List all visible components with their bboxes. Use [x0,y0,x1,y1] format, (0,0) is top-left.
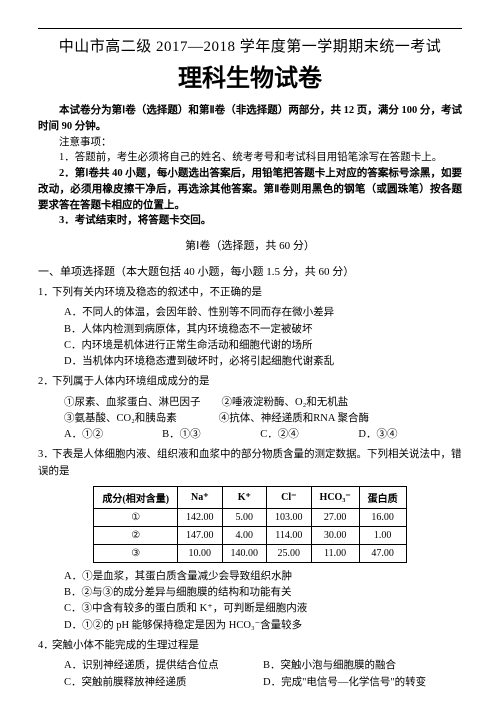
td: 5.00 [222,508,267,526]
notice-3: 3．考试结束时，将答题卡交回。 [38,213,462,229]
th-1: Na⁺ [178,486,223,508]
td: 142.00 [178,508,223,526]
q4-number: 4． [38,638,52,654]
q3-stem: 下表是人体细胞内液、组织液和血浆中的部分物质含量的测定数据。下列相关说法中，错误… [38,449,462,476]
q3-table: 成分(相对含量) Na⁺ K⁺ Cl⁻ HCO₃⁻ 蛋白质 ① 142.00 5… [93,486,406,563]
th-5: 蛋白质 [359,486,406,508]
td: 114.00 [267,526,312,544]
td: 147.00 [178,526,223,544]
td: 11.00 [311,544,359,562]
q1-stem: 下列有关内环境及稳态的叙述中，不正确的是 [52,287,262,298]
top-rule [38,28,462,29]
q3-opt-a: A．①是血浆，其蛋白质含量减少会导致组织水肿 [38,569,462,585]
table-header-row: 成分(相对含量) Na⁺ K⁺ Cl⁻ HCO₃⁻ 蛋白质 [94,486,406,508]
intro-paragraph: 本试卷分为第Ⅰ卷（选择题）和第Ⅱ卷（非选择题）两部分，共 12 页，满分 100… [38,103,462,135]
td: 10.00 [178,544,223,562]
q3-opt-b: B．②与③的成分差异与细胞膜的结构和功能有关 [38,585,462,601]
q4-options: A．识别神经递质，提供结合位点 B．突触小泡与细胞膜的融合 C．突触前膜释放神经… [38,658,462,691]
th-2: K⁺ [222,486,267,508]
q1-number: 1． [38,285,52,301]
q4-opt-c: C．突触前膜释放神经递质 [64,675,263,691]
table-row: ② 147.00 4.00 114.00 30.00 1.00 [94,526,406,544]
q2-stem: 下列属于人体内环境组成成分的是 [52,376,210,387]
q4-opt-a: A．识别神经递质，提供结合位点 [64,658,263,674]
table-row: ③ 10.00 140.00 25.00 11.00 47.00 [94,544,406,562]
q1-opt-c: C．内环境是机体进行正常生命活动和细胞代谢的场所 [38,338,462,354]
td: 103.00 [267,508,312,526]
th-3: Cl⁻ [267,486,312,508]
q3-opt-c: C．③中含有较多的蛋白质和 K⁺，可判断是细胞内液 [38,601,462,617]
q4-opt-b: B．突触小泡与细胞膜的融合 [263,658,462,674]
q3-opt-d: D．①②的 pH 能够保持稳定是因为 HCO₃⁻含量较多 [38,618,462,634]
td: 140.00 [222,544,267,562]
section-1-title: 第Ⅰ卷（选择题，共 60 分） [38,237,462,253]
td: ② [94,526,178,544]
td: ③ [94,544,178,562]
q2-opt-c: C．②④ [260,427,356,443]
q2-opt-b: B．①③ [162,427,258,443]
q2-opt-a: A．①② [64,427,160,443]
td: 27.00 [311,508,359,526]
question-3: 3．下表是人体细胞内液、组织液和血浆中的部分物质含量的测定数据。下列相关说法中，… [38,447,462,480]
question-2: 2．下列属于人体内环境组成成分的是 [38,374,462,390]
question-1: 1．下列有关内环境及稳态的叙述中，不正确的是 [38,285,462,301]
q2-number: 2． [38,374,52,390]
exam-header-line1: 中山市高二级 2017—2018 学年度第一学期期末统一考试 [38,35,462,56]
td: 30.00 [311,526,359,544]
q2-line2: ③氨基酸、CO₂和胰岛素 ④抗体、神经递质和RNA 聚合酶 [38,411,462,427]
notice-2: 2．第Ⅰ卷共 40 小题，每小题选出答案后，用铅笔把答题卡上对应的答案标号涂黑，… [38,166,462,213]
notice-label: 注意事项： [38,135,462,151]
td: 1.00 [359,526,406,544]
q3-number: 3． [38,447,52,463]
q1-opt-d: D．当机体内环境稳态遭到破坏时，必将引起细胞代谢紊乱 [38,354,462,370]
q1-opt-b: B．人体内检测到病原体，其内环境稳态不一定被破坏 [38,322,462,338]
th-0: 成分(相对含量) [94,486,178,508]
exam-header-line2: 理科生物试卷 [38,58,462,93]
question-4: 4．突触小体不能完成的生理过程是 [38,638,462,654]
th-4: HCO₃⁻ [311,486,359,508]
td: ① [94,508,178,526]
q4-opt-d: D．完成"电信号—化学信号"的转变 [263,675,462,691]
td: 47.00 [359,544,406,562]
td: 16.00 [359,508,406,526]
td: 4.00 [222,526,267,544]
q2-options: A．①② B．①③ C．②④ D．③④ [38,427,462,443]
section-1-subhead: 一、单项选择题（本大题包括 40 小题，每小题 1.5 分，共 60 分） [38,263,462,279]
q2-opt-d: D．③④ [358,427,454,443]
table-row: ① 142.00 5.00 103.00 27.00 16.00 [94,508,406,526]
notice-1: 1．答题前，考生必须将自己的姓名、统考考号和考试科目用铅笔涂写在答题卡上。 [38,150,462,166]
q4-stem: 突触小体不能完成的生理过程是 [52,640,199,651]
q1-opt-a: A．不同人的体温，会因年龄、性别等不同而存在微小差异 [38,305,462,321]
td: 25.00 [267,544,312,562]
q2-line1: ①尿素、血浆蛋白、淋巴因子 ②唾液淀粉酶、O₂和无机盐 [38,395,462,411]
